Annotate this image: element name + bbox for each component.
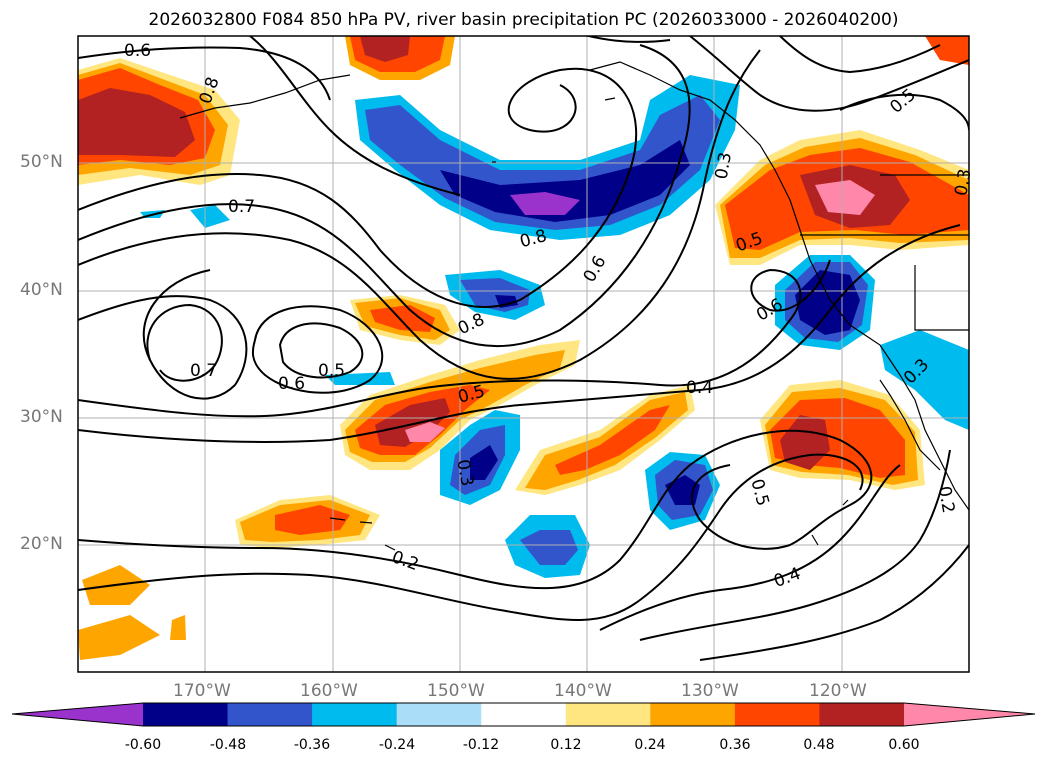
colorbar-tick: -0.48 [209,737,247,753]
colorbar-tick: 0.60 [888,737,920,753]
graticule [78,36,969,672]
contour-label: 0.7 [228,197,255,217]
colorbar-segment [396,703,482,726]
colorbar-segment [227,703,313,726]
colorbar-segment [734,703,820,726]
contour-label: 0.2 [934,485,958,515]
colorbar-tick: 0.36 [719,737,751,753]
pv-contours [78,36,969,661]
lat-label-50n: 50°N [20,152,63,172]
contour-label: 0.6 [124,41,151,61]
colorbar-tick: 0.12 [550,737,582,753]
colorbar-extend-high [904,703,1035,726]
colorbar [11,702,1036,727]
lon-label-140w: 140°W [554,681,612,701]
colorbar-extend-low [12,703,143,726]
lon-label-150w: 150°W [427,681,485,701]
contour-label: 0.3 [452,458,476,488]
contour-label: 0.7 [190,361,217,381]
colorbar-tick: -0.36 [293,737,331,753]
lat-label-30n: 30°N [20,407,63,427]
contour-label: 0.4 [686,378,713,398]
colorbar-segment [819,703,905,726]
lat-label-40n: 40°N [20,280,63,300]
map-frame [77,35,970,673]
lon-label-160w: 160°W [300,681,358,701]
lat-label-20n: 20°N [20,534,63,554]
contour-label: 0.3 [712,151,736,181]
colorbar-tick: -0.12 [462,737,500,753]
lon-label-120w: 120°W [809,681,867,701]
contour-label: 0.6 [278,374,305,394]
colorbar-segment [650,703,736,726]
contour-label: 0.3 [951,167,975,197]
contour-label: 0.5 [318,361,345,381]
lon-label-130w: 130°W [681,681,739,701]
colorbar-segment [312,703,398,726]
map-title: 2026032800 F084 850 hPa PV, river basin … [148,10,899,30]
colorbar-tick: -0.24 [378,737,416,753]
colorbar-tick: 0.24 [634,737,666,753]
colorbar-tick: -0.60 [124,737,162,753]
lon-label-170w: 170°W [173,681,231,701]
coastlines [179,61,969,551]
colorbar-tick: 0.48 [803,737,835,753]
colorbar-segment [481,703,567,726]
colorbar-segment [143,703,229,726]
colorbar-segment [565,703,651,726]
